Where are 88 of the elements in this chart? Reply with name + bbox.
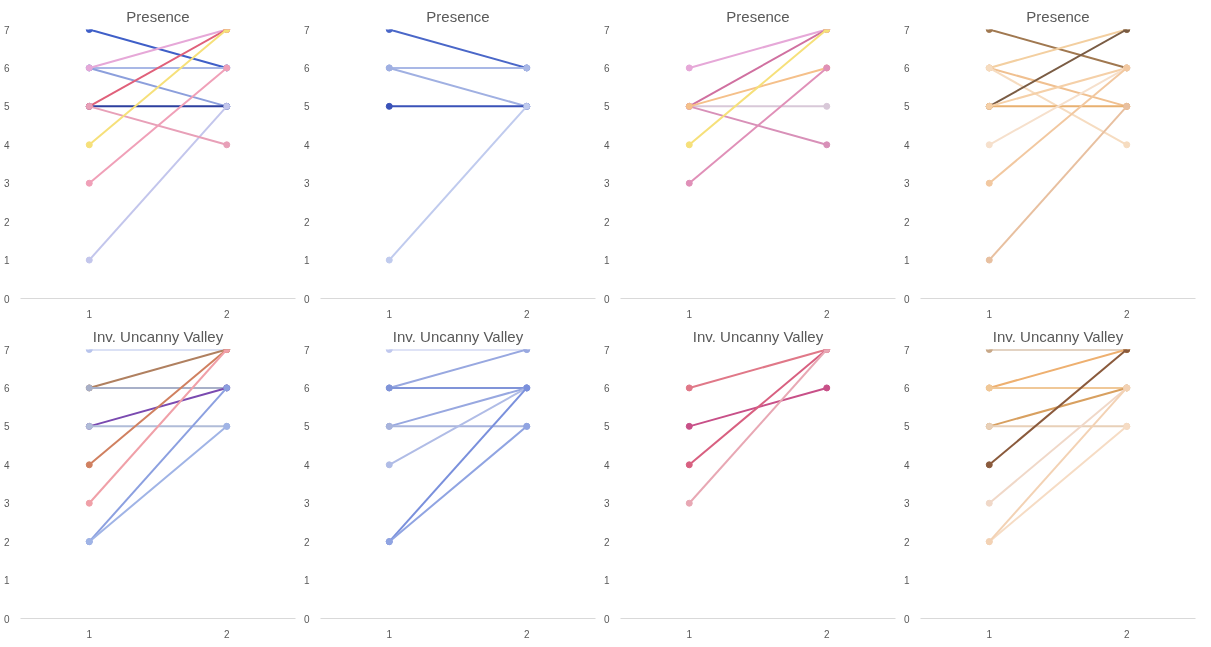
y-tick-label: 1	[903, 255, 910, 267]
y-tick-label: 2	[303, 216, 310, 228]
x-tick-label: 2	[523, 628, 530, 640]
y-tick-label: 6	[3, 382, 10, 394]
y-tick-label: 6	[903, 382, 910, 394]
y-tick-label: 3	[303, 498, 310, 510]
chart-title: Inv. Uncanny Valley	[92, 327, 224, 345]
y-tick-label: 4	[603, 139, 610, 151]
y-tick-label: 7	[3, 344, 10, 356]
y-tick-label: 4	[303, 459, 310, 471]
x-tick-label: 2	[823, 628, 830, 640]
y-tick-label: 0	[603, 293, 610, 305]
y-tick-label: 1	[3, 575, 10, 587]
y-tick-label: 7	[3, 24, 10, 36]
y-tick-label: 3	[3, 178, 10, 190]
y-tick-label: 1	[3, 255, 10, 267]
chart-title: Presence	[1026, 7, 1090, 25]
y-tick-label: 7	[903, 24, 910, 36]
y-tick-label: 2	[603, 536, 610, 548]
y-tick-label: 4	[903, 459, 910, 471]
y-tick-label: 2	[903, 216, 910, 228]
y-tick-label: 5	[903, 101, 910, 113]
y-tick-label: 6	[303, 62, 310, 74]
chart-title: Inv. Uncanny Valley	[692, 327, 824, 345]
y-tick-label: 0	[903, 293, 910, 305]
y-tick-label: 2	[303, 536, 310, 548]
x-tick-label: 1	[986, 628, 993, 640]
y-tick-label: 2	[903, 536, 910, 548]
x-tick-label: 2	[1123, 628, 1130, 640]
y-tick-label: 5	[303, 101, 310, 113]
y-tick-label: 6	[603, 62, 610, 74]
y-tick-label: 1	[603, 575, 610, 587]
y-tick-label: 4	[3, 139, 10, 151]
x-tick-label: 1	[686, 308, 693, 320]
x-tick-label: 2	[1123, 308, 1130, 320]
y-tick-label: 6	[3, 62, 10, 74]
x-tick-label: 2	[223, 628, 230, 640]
y-tick-label: 7	[603, 344, 610, 356]
y-tick-label: 1	[303, 575, 310, 587]
y-tick-label: 1	[903, 575, 910, 587]
y-tick-label: 7	[303, 344, 310, 356]
y-tick-label: 0	[603, 613, 610, 625]
y-tick-label: 1	[303, 255, 310, 267]
y-tick-label: 0	[3, 613, 10, 625]
x-tick-label: 1	[686, 628, 693, 640]
y-tick-label: 7	[903, 344, 910, 356]
y-tick-label: 2	[603, 216, 610, 228]
chart-title: Presence	[726, 7, 790, 25]
y-tick-label: 1	[603, 255, 610, 267]
y-tick-label: 3	[603, 498, 610, 510]
y-tick-label: 5	[3, 101, 10, 113]
y-tick-label: 3	[303, 178, 310, 190]
x-tick-label: 1	[386, 308, 393, 320]
y-tick-label: 3	[603, 178, 610, 190]
chart-title: Inv. Uncanny Valley	[392, 327, 524, 345]
y-tick-label: 6	[903, 62, 910, 74]
x-tick-label: 1	[86, 308, 93, 320]
y-tick-label: 4	[903, 139, 910, 151]
y-tick-label: 2	[3, 536, 10, 548]
y-tick-label: 5	[603, 421, 610, 433]
y-tick-label: 5	[603, 101, 610, 113]
x-tick-label: 2	[523, 308, 530, 320]
y-tick-label: 0	[3, 293, 10, 305]
y-tick-label: 6	[303, 382, 310, 394]
y-tick-label: 5	[303, 421, 310, 433]
y-tick-label: 0	[303, 293, 310, 305]
x-tick-label: 1	[986, 308, 993, 320]
y-tick-label: 0	[303, 613, 310, 625]
x-tick-label: 2	[223, 308, 230, 320]
y-tick-label: 7	[603, 24, 610, 36]
y-tick-label: 6	[603, 382, 610, 394]
y-tick-label: 7	[303, 24, 310, 36]
y-tick-label: 3	[903, 498, 910, 510]
y-tick-label: 4	[603, 459, 610, 471]
x-tick-label: 1	[386, 628, 393, 640]
chart-title: Inv. Uncanny Valley	[992, 327, 1124, 345]
chart-title: Presence	[126, 7, 190, 25]
y-tick-label: 3	[903, 178, 910, 190]
y-tick-label: 5	[3, 421, 10, 433]
y-tick-label: 2	[3, 216, 10, 228]
y-tick-label: 0	[903, 613, 910, 625]
y-tick-label: 5	[903, 421, 910, 433]
y-tick-label: 4	[303, 139, 310, 151]
chart-title: Presence	[426, 7, 490, 25]
x-tick-label: 2	[823, 308, 830, 320]
x-tick-label: 1	[86, 628, 93, 640]
y-tick-label: 3	[3, 498, 10, 510]
y-tick-label: 4	[3, 459, 10, 471]
